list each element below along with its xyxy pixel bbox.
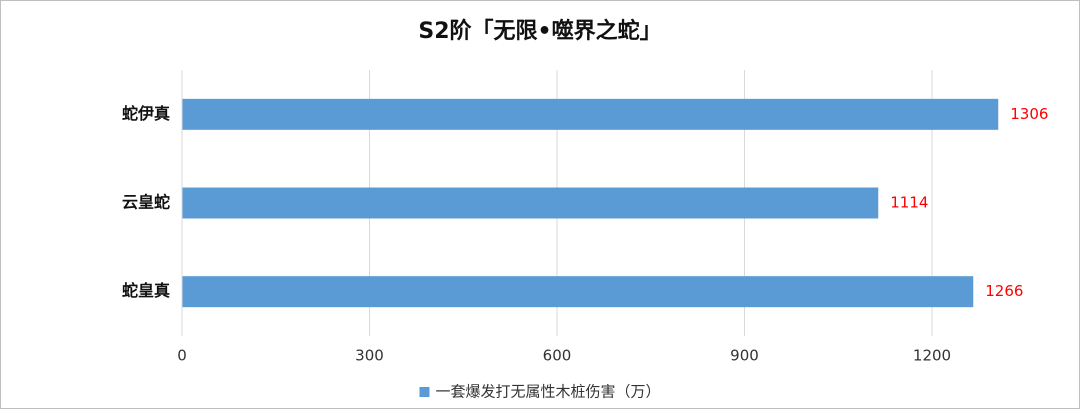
x-tick-label: 0 xyxy=(177,347,187,365)
legend-label: 一套爆发打无属性木桩伤害（万） xyxy=(435,383,660,401)
y-tick-label: 蛇伊真 xyxy=(122,104,170,123)
bar xyxy=(182,276,974,308)
x-tick-label: 1200 xyxy=(913,347,951,365)
legend-swatch xyxy=(419,387,430,397)
y-tick-label: 云皇蛇 xyxy=(122,193,170,212)
x-tick-label: 900 xyxy=(730,347,759,365)
y-tick-label: 蛇皇真 xyxy=(122,281,170,300)
value-label: 1114 xyxy=(890,194,928,212)
bar xyxy=(182,98,999,130)
value-label: 1306 xyxy=(1010,105,1048,123)
chart-title: S2阶「无限•噬界之蛇」 xyxy=(418,18,661,44)
x-tick-label: 600 xyxy=(543,347,572,365)
x-tick-label: 300 xyxy=(355,347,384,365)
value-label: 1266 xyxy=(985,282,1023,300)
bar xyxy=(182,187,879,219)
